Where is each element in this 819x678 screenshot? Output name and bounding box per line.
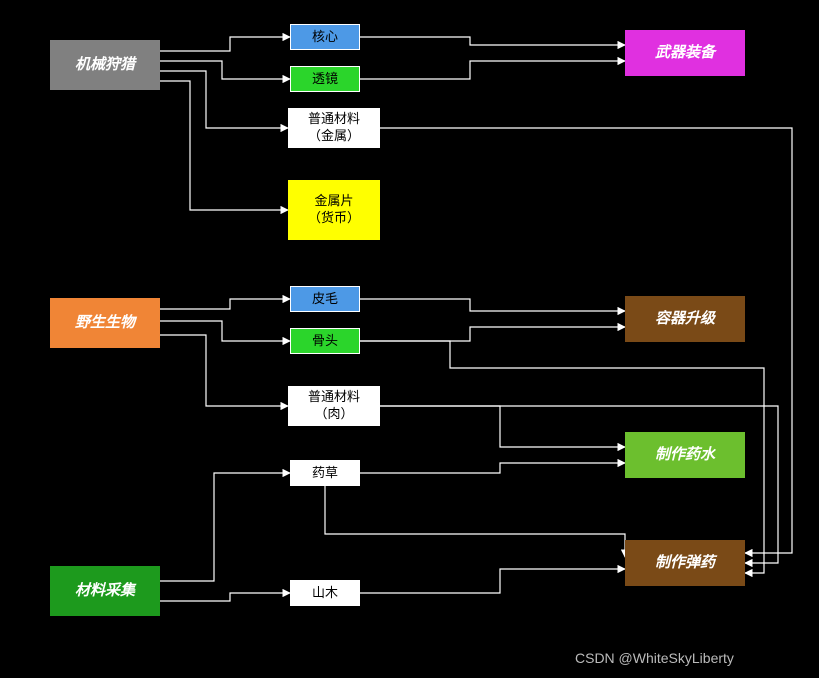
watermark: CSDN @WhiteSkyLiberty	[575, 650, 734, 666]
node-mid_wood: 山木	[290, 580, 360, 606]
edge-mid_bone-to-tgt_bag	[360, 327, 625, 341]
node-mid_core: 核心	[290, 24, 360, 50]
edge-src_gather-to-mid_herb	[160, 473, 290, 581]
node-mid_bone: 骨头	[290, 328, 360, 354]
node-tgt_bag: 容器升级	[625, 296, 745, 342]
node-mid_metalmat: 普通材料 （金属）	[288, 108, 380, 148]
node-mid_meat: 普通材料 （肉）	[288, 386, 380, 426]
node-mid_herb: 药草	[290, 460, 360, 486]
edge-mid_lens-to-tgt_weapon	[360, 61, 625, 79]
edge-src_gather-to-mid_wood	[160, 593, 290, 601]
edge-src_wild-to-mid_bone	[160, 321, 290, 341]
edge-mid_wood-to-tgt_ammo	[360, 569, 625, 593]
edge-src_wild-to-mid_meat	[160, 335, 288, 406]
edge-mid_core-to-tgt_weapon	[360, 37, 625, 45]
edge-src_wild-to-mid_fur	[160, 299, 290, 309]
edge-mid_herb-to-tgt_ammo	[325, 486, 625, 557]
edge-src_machine-to-mid_metalmat	[160, 71, 288, 128]
node-src_wild: 野生生物	[50, 298, 160, 348]
node-src_gather: 材料采集	[50, 566, 160, 616]
node-mid_lens: 透镜	[290, 66, 360, 92]
edge-src_machine-to-mid_coin	[160, 81, 288, 210]
edge-mid_herb-to-tgt_potion	[360, 463, 625, 473]
node-mid_coin: 金属片 （货币）	[288, 180, 380, 240]
node-tgt_potion: 制作药水	[625, 432, 745, 478]
edge-src_machine-to-mid_lens	[160, 61, 290, 79]
edge-mid_meat-to-tgt_potion	[380, 406, 625, 447]
node-tgt_weapon: 武器装备	[625, 30, 745, 76]
edge-src_machine-to-mid_core	[160, 37, 290, 51]
node-tgt_ammo: 制作弹药	[625, 540, 745, 586]
diagram-canvas: 机械狩猎野生生物材料采集 核心透镜普通材料 （金属） 金属片 （货币） 皮毛骨头普通材…	[0, 0, 819, 678]
edge-mid_fur-to-tgt_bag	[360, 299, 625, 311]
node-mid_fur: 皮毛	[290, 286, 360, 312]
node-src_machine: 机械狩猎	[50, 40, 160, 90]
